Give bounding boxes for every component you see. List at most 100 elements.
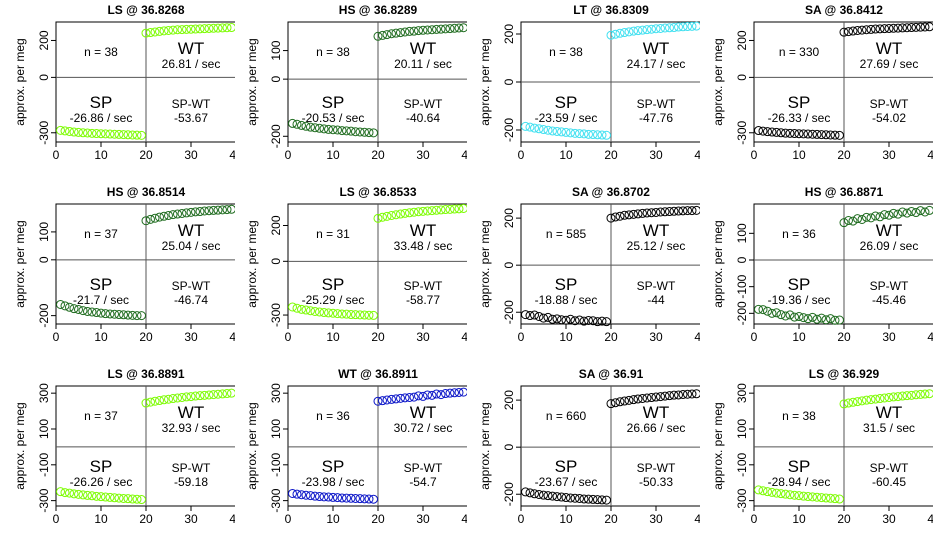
data-point-sp [767,127,777,137]
data-point-wt [436,24,446,34]
data-point-wt [907,206,916,216]
n-count-label: n = 585 [546,227,587,241]
data-point-sp [69,304,79,314]
data-point-wt [629,26,638,36]
sp-label: SP [322,275,345,294]
data-point-wt [629,209,638,219]
wt-rate-label: 27.69 / sec [860,57,919,71]
x-tick-label: 30 [184,512,198,526]
data-point-sp [803,492,813,502]
data-point-sp [530,489,539,499]
y-axis-label: approx. per meg [711,402,725,489]
data-point-sp [799,313,808,323]
data-point-sp [570,493,580,503]
data-point-sp [292,303,302,313]
data-point-wt [378,30,387,40]
data-point-wt [454,387,464,397]
sp-rate-label: -28.94 / sec [768,475,831,489]
data-point-sp [137,130,146,140]
data-point-sp [87,307,97,317]
data-point-wt [409,392,419,402]
sp-rate-label: -23.98 / sec [302,475,365,489]
data-point-wt [920,207,930,217]
data-point-sp [297,490,306,500]
data-point-sp [785,128,795,138]
data-point-wt [382,211,392,221]
data-point-sp [346,126,356,136]
data-point-sp [132,311,142,321]
data-point-sp [105,492,115,502]
y-tick-label: -200 [269,124,283,148]
x-tick-label: 40 [229,148,235,162]
data-point-wt [418,391,428,401]
sp-wt-label: SP-WT [637,97,676,111]
data-point-wt [907,390,916,400]
data-point-wt [445,388,455,398]
data-point-wt [200,24,209,34]
data-point-wt [387,29,396,39]
y-tick-label: -100 [735,452,749,476]
y-tick-label: 200 [269,215,283,235]
sp-label: SP [555,457,578,476]
data-point-sp [65,488,74,498]
data-point-sp [584,494,593,504]
y-tick-label: 0 [37,74,51,81]
data-point-sp [830,130,840,140]
data-point-sp [328,492,338,502]
data-point-wt [164,210,173,220]
data-point-wt [150,213,160,223]
data-point-sp [781,128,790,138]
data-point-sp [333,493,342,503]
x-tick-label: 0 [285,512,292,526]
x-tick-label: 30 [882,512,896,526]
data-point-sp [588,494,598,504]
data-point-wt [651,392,661,402]
data-point-sp [56,299,65,309]
data-point-wt [889,208,898,218]
n-count-label: n = 38 [84,45,118,59]
data-point-sp [794,491,804,501]
data-point-sp [772,308,781,318]
sp-label: SP [322,457,345,476]
data-point-sp [525,311,535,321]
data-point-sp [808,129,817,139]
x-tick-label: 40 [229,330,235,344]
x-tick-label: 0 [751,148,758,162]
x-tick-label: 10 [326,330,340,344]
sp-wt-label: SP-WT [870,461,909,475]
y-tick-label: -300 [735,120,749,144]
data-point-sp [96,492,106,502]
data-point-wt [391,28,401,38]
data-point-sp [525,488,535,498]
data-point-wt [378,396,387,406]
y-tick-label: -100 [37,452,51,476]
n-count-label: n = 36 [782,227,816,241]
x-tick-label: 40 [461,512,467,526]
x-tick-label: 0 [518,330,525,344]
data-point-wt [633,394,643,404]
x-tick-label: 20 [837,512,851,526]
data-point-wt [692,205,700,215]
data-point-sp [812,129,822,139]
data-point-wt [678,389,688,399]
data-point-wt [427,206,437,216]
data-point-wt [611,398,620,408]
x-tick-label: 20 [604,330,618,344]
y-tick-label: -300 [735,488,749,512]
data-point-sp [101,492,110,502]
data-point-wt [606,213,616,223]
data-point-wt [674,390,683,400]
data-point-sp [319,124,329,134]
data-point-sp [92,308,101,318]
data-point-wt [611,212,620,222]
data-point-wt [173,209,182,219]
sp-wt-value: -40.64 [406,111,440,125]
y-tick-label: 0 [37,256,51,263]
data-point-sp [337,309,347,319]
wt-label: WT [410,39,436,58]
y-tick-label: 100 [735,223,749,243]
n-count-label: n = 31 [316,227,350,241]
data-point-sp [812,492,822,502]
data-point-sp [114,493,124,503]
